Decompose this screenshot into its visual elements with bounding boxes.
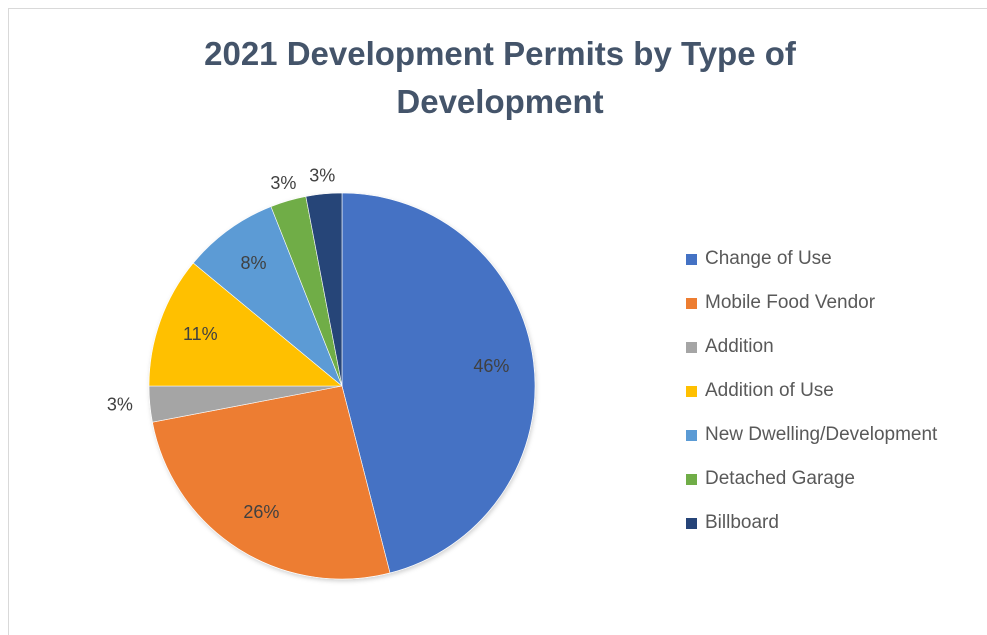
legend-swatch bbox=[686, 253, 697, 265]
legend-item-addition-of-use: Addition of Use bbox=[686, 369, 937, 413]
pie-slice-new-dwelling-development bbox=[192, 206, 343, 387]
legend-swatch bbox=[686, 385, 697, 397]
legend-label: Change of Use bbox=[705, 248, 832, 269]
legend-item-change-of-use: Change of Use bbox=[686, 237, 937, 281]
legend-item-mobile-food-vendor: Mobile Food Vendor bbox=[686, 281, 937, 325]
legend-swatch bbox=[686, 429, 697, 441]
chart-title-line-2: Development bbox=[396, 83, 604, 120]
data-label-detached-garage: 3% bbox=[270, 173, 296, 193]
data-label-addition-of-use: 11% bbox=[183, 324, 218, 344]
chart-title: 2021 Development Permits by Type of Deve… bbox=[60, 30, 940, 126]
legend-item-billboard: Billboard bbox=[686, 501, 937, 545]
legend-label: New Dwelling/Development bbox=[705, 424, 938, 445]
pie-slice-addition-of-use bbox=[148, 262, 343, 387]
chart-area bbox=[8, 8, 987, 635]
legend-item-new-dwelling-development: New Dwelling/Development bbox=[686, 413, 937, 457]
data-label-new-dwelling-development: 8% bbox=[241, 253, 267, 273]
legend: Change of Use Mobile Food Vendor Addition A… bbox=[686, 237, 937, 545]
legend-item-detached-garage: Detached Garage bbox=[686, 457, 937, 501]
legend-item-addition: Addition bbox=[686, 325, 937, 369]
pie-slice-billboard bbox=[305, 192, 343, 387]
legend-label: Addition of Use bbox=[705, 380, 834, 401]
data-label-addition: 3% bbox=[107, 395, 133, 415]
data-label-change-of-use: 46% bbox=[473, 356, 509, 376]
legend-swatch bbox=[686, 297, 697, 309]
data-label-mobile-food-vendor: 26% bbox=[243, 502, 279, 522]
legend-swatch bbox=[686, 341, 697, 353]
chart-title-line-1: 2021 Development Permits by Type of bbox=[204, 35, 796, 72]
pie-slice-mobile-food-vendor bbox=[152, 385, 391, 580]
legend-label: Mobile Food Vendor bbox=[705, 292, 876, 313]
legend-swatch bbox=[686, 517, 697, 529]
legend-label: Addition bbox=[705, 336, 774, 357]
legend-swatch bbox=[686, 473, 697, 485]
legend-label: Detached Garage bbox=[705, 468, 855, 489]
legend-label: Billboard bbox=[705, 512, 779, 533]
data-label-billboard: 3% bbox=[309, 166, 335, 186]
pie-slice-change-of-use bbox=[341, 192, 536, 574]
